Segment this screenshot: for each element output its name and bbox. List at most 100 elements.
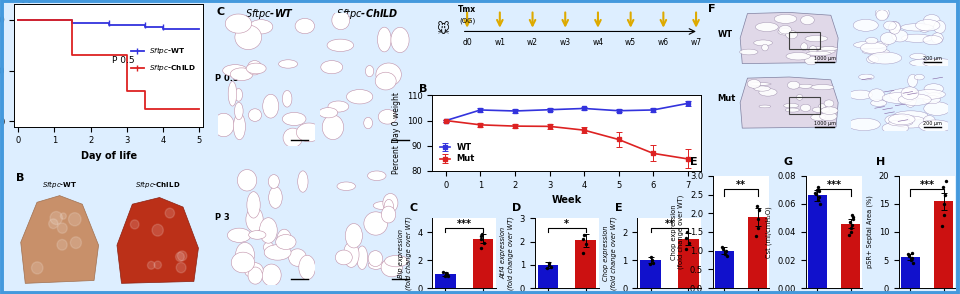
Ellipse shape [249,230,266,239]
Ellipse shape [364,117,372,129]
Text: w3: w3 [560,38,571,46]
Ellipse shape [804,56,818,65]
Point [473,234,489,239]
Y-axis label: Chop expression
(fold change over WT): Chop expression (fold change over WT) [671,195,684,269]
Ellipse shape [848,118,880,131]
Ellipse shape [811,114,826,121]
Polygon shape [740,12,838,64]
Ellipse shape [278,60,298,68]
Ellipse shape [901,34,932,42]
Ellipse shape [931,33,944,44]
Ellipse shape [806,51,831,56]
Bar [841,223,859,288]
Ellipse shape [244,262,263,278]
Ellipse shape [785,108,800,112]
Ellipse shape [924,84,944,94]
Text: C: C [410,203,418,213]
Ellipse shape [899,94,931,106]
Ellipse shape [249,109,261,121]
Point [473,237,489,242]
Point [717,252,732,257]
Ellipse shape [914,74,924,80]
Ellipse shape [805,36,828,42]
Ellipse shape [226,14,252,33]
Point [715,246,731,251]
Circle shape [50,211,62,225]
Circle shape [58,223,67,233]
Text: B: B [16,173,25,183]
Text: A: A [22,0,31,5]
Ellipse shape [862,49,889,54]
Ellipse shape [263,242,274,252]
Text: P 0.5: P 0.5 [112,56,135,65]
Circle shape [176,252,184,261]
Text: w1: w1 [494,38,505,46]
Point [576,251,591,255]
Point [936,185,951,189]
Ellipse shape [923,59,954,67]
Ellipse shape [369,251,383,267]
Text: (OG): (OG) [459,18,475,24]
Bar [472,238,493,288]
Ellipse shape [849,90,873,99]
Ellipse shape [889,21,900,34]
Point [937,202,952,206]
Ellipse shape [786,53,810,60]
Ellipse shape [885,114,909,126]
Text: 200 μm: 200 μm [923,56,942,61]
Bar [715,251,733,288]
Ellipse shape [739,49,758,55]
Point [809,188,825,192]
Ellipse shape [923,36,943,45]
Point [811,189,827,194]
Bar [789,97,821,114]
Ellipse shape [368,171,386,181]
Point [812,202,828,206]
Bar [435,274,456,288]
Point [843,220,858,225]
Text: ***: *** [457,219,471,229]
Text: Tmx: Tmx [458,5,476,14]
Point [540,260,556,265]
Ellipse shape [758,88,777,96]
Text: w5: w5 [625,38,636,46]
Ellipse shape [380,72,389,83]
Ellipse shape [900,24,933,31]
Point [718,248,733,253]
Point [846,214,861,219]
Ellipse shape [247,192,260,218]
Ellipse shape [866,38,878,44]
Circle shape [49,219,58,229]
Ellipse shape [263,94,278,118]
Text: $\it{Sftpc}$-WT: $\it{Sftpc}$-WT [42,179,78,190]
Bar [934,201,952,288]
Text: F: F [708,4,715,14]
Y-axis label: Percent Day 0 weight: Percent Day 0 weight [392,92,401,174]
Bar [901,257,920,288]
Text: D: D [513,203,521,213]
Bar [789,32,821,49]
Ellipse shape [774,14,797,24]
Ellipse shape [927,93,941,99]
Ellipse shape [853,41,888,49]
Ellipse shape [924,116,935,127]
Polygon shape [21,196,99,283]
Text: w4: w4 [592,38,604,46]
Ellipse shape [248,61,262,75]
Text: WT: WT [718,30,732,39]
Point [905,260,921,265]
Ellipse shape [233,113,246,140]
Y-axis label: pSR+ Septal Area (%): pSR+ Septal Area (%) [867,196,873,268]
Point [808,192,824,196]
Ellipse shape [892,30,908,42]
Ellipse shape [883,21,897,30]
Polygon shape [740,77,838,128]
Point [937,193,952,198]
Y-axis label: Atf4 expression
(fold change over WT): Atf4 expression (fold change over WT) [500,216,514,290]
Circle shape [152,224,163,236]
Ellipse shape [916,20,940,31]
Ellipse shape [337,182,355,191]
Ellipse shape [328,101,348,112]
Point [750,203,765,208]
Circle shape [68,213,81,226]
